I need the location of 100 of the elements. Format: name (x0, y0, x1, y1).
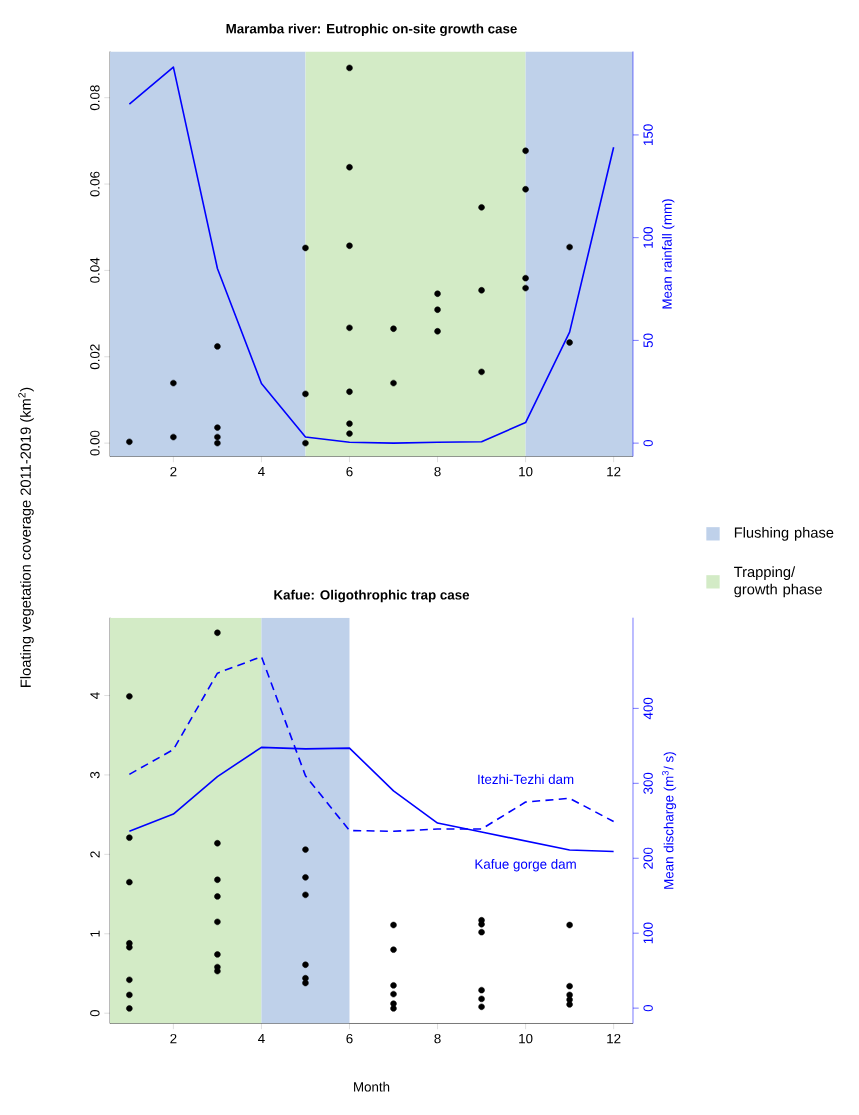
y2-tick-label: 100 (643, 922, 653, 944)
point (522, 274, 529, 282)
y-tick-label: 0.00 (90, 430, 100, 456)
point (214, 918, 221, 926)
y2-tick-label: 150 (643, 124, 653, 146)
x-tick-label: 12 (607, 1033, 621, 1044)
point (126, 693, 133, 700)
point (126, 1005, 133, 1012)
point (214, 433, 221, 441)
point (214, 439, 221, 447)
x-tick-label: 6 (346, 1033, 353, 1044)
x-tick-label: 8 (434, 466, 441, 477)
y2-tick-label: 0 (643, 439, 653, 447)
y2-tick-label: 200 (643, 847, 653, 869)
y2-tick-label: 50 (643, 333, 653, 348)
y-tick-label: 3 (90, 771, 100, 779)
point (214, 893, 221, 900)
chart-title: Kafue: Oligothrophic trap case (274, 589, 470, 603)
chart-title: Maramba river: Eutrophic on-site growth case (226, 23, 517, 37)
point (390, 990, 397, 998)
point (390, 921, 397, 929)
point (302, 874, 309, 881)
point (390, 1005, 397, 1012)
point (566, 339, 573, 346)
y-tick-label: 2 (90, 851, 100, 858)
point (390, 946, 397, 953)
y-tick-label: 0 (90, 1009, 100, 1017)
point (434, 306, 441, 313)
point (346, 64, 353, 72)
point (478, 204, 485, 211)
point (478, 921, 485, 928)
y2-axis-title: Mean discharge (m$^{3}$/ s) (662, 752, 677, 889)
point (566, 921, 573, 929)
x-tick-label: 8 (434, 1033, 441, 1044)
point (126, 944, 133, 951)
x-tick-label: 2 (170, 466, 177, 477)
x-tick-label: 4 (258, 466, 265, 477)
point (126, 878, 133, 886)
point (478, 995, 485, 1003)
x-tick-label: 10 (519, 1033, 533, 1044)
y-tick-label: 0.02 (90, 344, 100, 370)
y2-tick-label: 0 (643, 1004, 653, 1012)
point (214, 424, 221, 431)
y2-tick-label: 400 (643, 697, 653, 720)
y-tick-label: 0.08 (90, 85, 100, 111)
y-tick-label: 4 (90, 692, 100, 699)
point (566, 1001, 573, 1008)
legend-label: Trapping/ growth phase (734, 566, 822, 598)
point (214, 876, 221, 883)
point (434, 290, 441, 297)
point (302, 244, 309, 252)
y-tick-label: 0.06 (90, 171, 100, 197)
y-tick-label: 0.04 (90, 257, 100, 283)
point (302, 846, 309, 853)
y-tick-label: 1 (90, 930, 100, 937)
x-axis-title: Month (354, 1081, 390, 1092)
point (346, 430, 353, 437)
x-tick-label: 12 (607, 466, 621, 477)
point (214, 840, 221, 847)
point (302, 891, 309, 899)
point (126, 976, 133, 984)
y2-axis-title: Mean rainfall (mm) (662, 199, 675, 309)
x-tick-label: 4 (258, 1033, 265, 1044)
point (478, 986, 485, 994)
point (302, 390, 309, 398)
point (302, 961, 309, 968)
line-series (128, 66, 615, 444)
point (126, 438, 133, 446)
point (566, 243, 573, 251)
point (478, 368, 485, 376)
legend-label: Flushing phase (734, 527, 834, 541)
x-tick-label: 6 (346, 466, 353, 477)
point (126, 834, 133, 841)
point (522, 284, 529, 292)
point (302, 979, 309, 987)
point (346, 164, 353, 171)
point (346, 324, 353, 332)
series-label: Kafue gorge dam (475, 859, 576, 872)
point (390, 982, 397, 989)
y2-tick-label: 100 (643, 227, 653, 248)
y-axis-title: Floating vegetation coverage 2011-2019 (km$^{2}$) (18, 387, 34, 687)
point (170, 379, 177, 387)
point (434, 328, 441, 335)
point (522, 186, 529, 193)
point (170, 433, 177, 441)
point (302, 439, 309, 447)
point (566, 982, 573, 990)
x-tick-label: 2 (170, 1033, 177, 1044)
point (346, 388, 353, 395)
point (522, 147, 529, 155)
point (346, 420, 353, 427)
point (390, 325, 397, 332)
point (390, 379, 397, 387)
point (478, 1003, 485, 1011)
point (214, 343, 221, 350)
point (214, 951, 221, 958)
y2-tick-label: 300 (643, 772, 653, 794)
point (214, 629, 221, 636)
point (346, 242, 353, 249)
point (478, 928, 485, 936)
